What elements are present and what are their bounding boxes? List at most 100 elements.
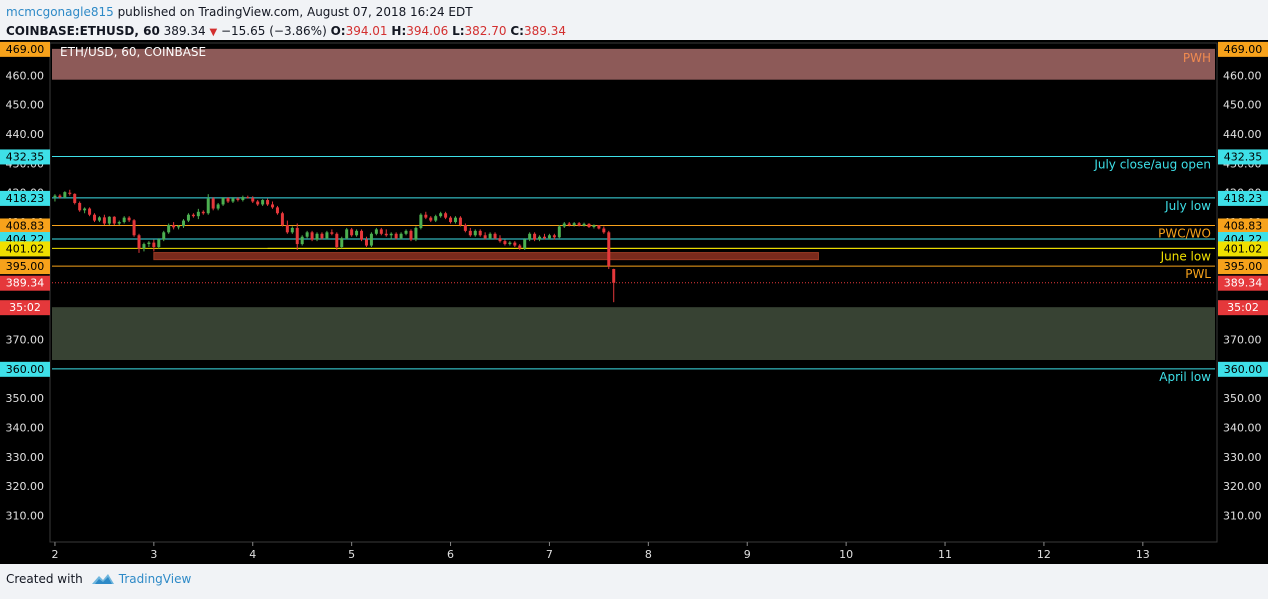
candle-body — [290, 227, 294, 233]
price-chart[interactable]: PWH July close/aug open July low PWC/WO June… — [0, 40, 1268, 564]
pwh-zone — [52, 48, 1215, 80]
candle-body — [369, 233, 373, 246]
candle-body — [538, 236, 542, 240]
candle-body — [285, 224, 289, 233]
y-tick-label-right: 340.00 — [1223, 422, 1262, 435]
candle-body — [458, 217, 462, 225]
candle-body — [513, 242, 517, 246]
candle-body — [261, 200, 265, 205]
june-low-axis-badge-right — [1218, 241, 1268, 257]
symbol-line: COINBASE:ETHUSD, 60 389.34 ▼ −15.65 (−3.… — [6, 22, 566, 42]
pwl-label: PWL — [1185, 267, 1211, 281]
x-tick-label: 5 — [348, 548, 355, 561]
pwc-wo-axis-badge-left — [0, 218, 50, 234]
candle-body — [429, 217, 433, 221]
candle-body — [607, 232, 611, 267]
candle-body — [167, 224, 171, 233]
open-label: O: — [330, 24, 346, 38]
y-tick-label-right: 440.00 — [1223, 128, 1262, 141]
low-value: 382.70 — [464, 24, 507, 38]
candle-body — [231, 198, 235, 202]
april-low-axis-badge-left — [0, 361, 50, 377]
candle-body — [562, 223, 566, 227]
y-tick-label-right: 310.00 — [1223, 510, 1262, 523]
april-low-axis-label-right: 360.00 — [1224, 363, 1263, 376]
y-tick-label-right: 460.00 — [1223, 69, 1262, 82]
candle-body — [577, 223, 581, 226]
june-low-axis-badge-left — [0, 241, 50, 257]
july-close-axis-label-right: 432.35 — [1224, 150, 1263, 163]
y-tick-label-left: 350.00 — [6, 392, 45, 405]
april-low-axis-badge-right — [1218, 361, 1268, 377]
candle-body — [310, 232, 314, 240]
april-low-label: April low — [1159, 370, 1211, 384]
candle-body — [404, 230, 408, 234]
candle-body — [132, 220, 136, 236]
y-tick-label-left: 370.00 — [6, 333, 45, 346]
support-top-axis-label-left: 35:02 — [9, 301, 41, 314]
candle-body — [345, 229, 349, 239]
candle-body — [177, 226, 181, 228]
open-value: 394.01 — [345, 24, 388, 38]
candle-body — [394, 233, 398, 239]
candle-body — [542, 236, 546, 239]
x-tick-label: 11 — [938, 548, 952, 561]
created-with-text: Created with — [6, 572, 83, 586]
candle-body — [275, 207, 279, 214]
close-value: 389.34 — [523, 24, 566, 38]
candle-body — [498, 238, 502, 242]
candle-body — [612, 269, 616, 283]
candle-body — [547, 235, 551, 239]
last-price-axis-badge-left — [0, 275, 50, 291]
candle-body — [587, 223, 591, 228]
x-tick-label: 7 — [546, 548, 553, 561]
tradingview-brand[interactable]: TradingView — [118, 572, 192, 586]
candle-body — [449, 217, 453, 223]
candle-body — [503, 241, 507, 245]
symbol-label[interactable]: COINBASE:ETHUSD, 60 — [6, 24, 160, 38]
pwl-axis-label-right: 395.00 — [1224, 260, 1263, 273]
candle-body — [142, 244, 146, 249]
candle-body — [523, 239, 527, 249]
tradingview-logo-icon — [91, 574, 114, 584]
chart-title: ETH/USD, 60, COINBASE — [60, 45, 206, 59]
candle-body — [107, 216, 111, 224]
support-zone — [52, 307, 1215, 361]
pwh-zone-label: PWH — [1183, 51, 1211, 65]
candle-body — [122, 217, 126, 223]
pwc-wo-axis-label-left: 408.83 — [6, 219, 45, 232]
x-tick-label: 10 — [839, 548, 853, 561]
y-tick-label-left: 330.00 — [6, 451, 45, 464]
close-label: C: — [510, 24, 524, 38]
high-value: 394.06 — [406, 24, 449, 38]
x-tick-label: 8 — [645, 548, 652, 561]
pwh-top-axis-badge-right — [1218, 41, 1268, 57]
candle-body — [424, 214, 428, 218]
demand-box — [153, 252, 819, 261]
candle-body — [236, 198, 240, 201]
july-close-label: July close/aug open — [1093, 157, 1211, 171]
pwh-top-axis-badge-left — [0, 41, 50, 57]
pwh-top-axis-label-left: 469.00 — [6, 43, 45, 56]
low-label: L: — [452, 24, 465, 38]
y-tick-label-left: 450.00 — [6, 99, 45, 112]
candle-body — [152, 242, 156, 248]
author-link[interactable]: mcmcgonagle815 — [6, 5, 114, 19]
candle-body — [182, 220, 186, 227]
y-tick-label-left: 460.00 — [6, 69, 45, 82]
y-tick-label-left: 310.00 — [6, 510, 45, 523]
pwc-wo-axis-label-right: 408.83 — [1224, 219, 1263, 232]
candle-body — [572, 223, 576, 225]
publish-line: mcmcgonagle815 published on TradingView.… — [6, 3, 566, 22]
candle-body — [379, 229, 383, 234]
june-low-axis-label-left: 401.02 — [6, 242, 45, 255]
candle-body — [172, 224, 176, 228]
candle-body — [211, 198, 215, 209]
candle-body — [63, 192, 67, 198]
candle-body — [266, 200, 270, 205]
pwl-axis-badge-left — [0, 259, 50, 275]
candle-body — [473, 230, 477, 236]
pwc-wo-axis-badge-right — [1218, 218, 1268, 234]
april-low-axis-label-left: 360.00 — [6, 363, 45, 376]
last-price-axis-label-right: 389.34 — [1224, 277, 1263, 290]
